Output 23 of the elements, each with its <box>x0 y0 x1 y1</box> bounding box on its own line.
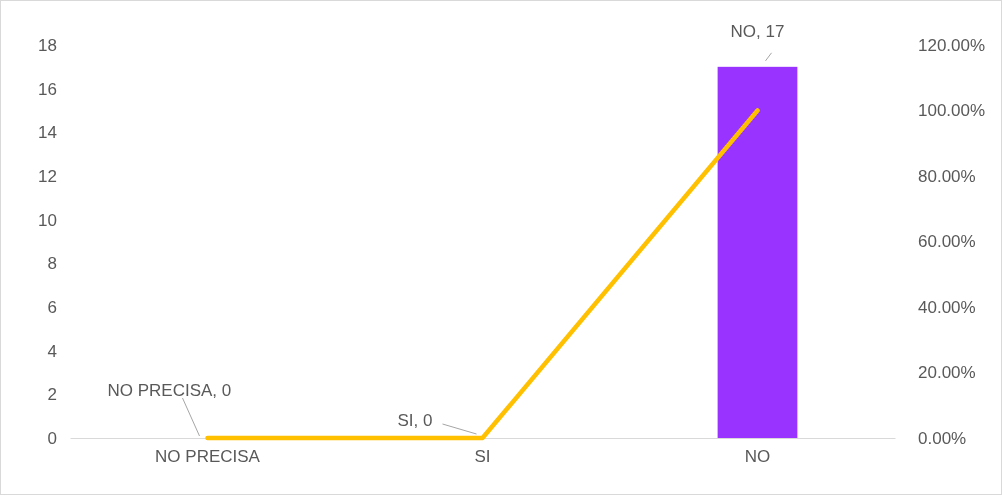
y-tick-label: 14 <box>38 123 57 143</box>
data-label: NO PRECISA, 0 <box>107 381 232 400</box>
y2-tick-label: 40.00% <box>918 297 976 317</box>
y2-tick-label: 80.00% <box>918 166 976 186</box>
x-tick-label: SI <box>474 447 491 467</box>
y-tick-label: 10 <box>38 210 57 230</box>
y-tick-label: 4 <box>47 341 57 361</box>
data-label: SI, 0 <box>397 411 433 430</box>
x-tick-label: NO PRECISA <box>155 447 261 467</box>
y-tick-label: 18 <box>38 35 57 55</box>
x-tick-label: NO <box>744 447 771 467</box>
y-tick-label: 0 <box>47 428 57 448</box>
y2-tick-label: 120.00% <box>918 35 986 55</box>
y-tick-label: 6 <box>47 297 57 317</box>
y-tick-label: 16 <box>38 79 57 99</box>
y2-tick-label: 60.00% <box>918 232 976 252</box>
y-tick-label: 8 <box>47 254 57 274</box>
y-tick-label: 2 <box>47 385 57 405</box>
y2-tick-label: 0.00% <box>918 428 967 448</box>
y-tick-label: 12 <box>38 166 57 186</box>
y2-tick-label: 100.00% <box>918 101 986 121</box>
y2-tick-label: 20.00% <box>918 363 976 383</box>
data-label: NO, 17 <box>730 21 785 41</box>
